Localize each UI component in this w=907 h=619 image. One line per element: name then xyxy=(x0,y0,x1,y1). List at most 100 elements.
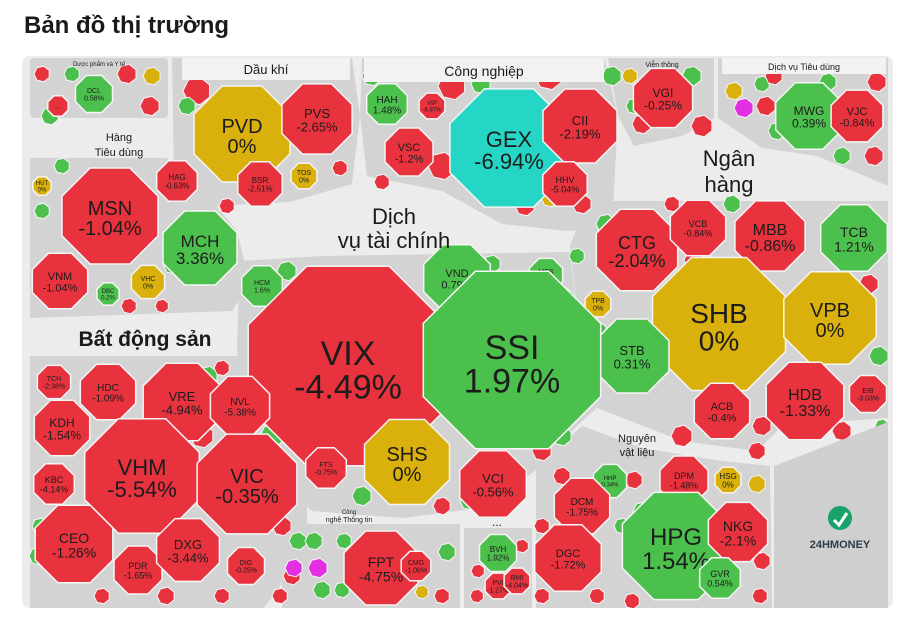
minor-stock-cell[interactable] xyxy=(601,65,622,87)
stock-tile[interactable] xyxy=(458,449,528,519)
minor-stock-cell[interactable] xyxy=(624,470,643,490)
minor-stock-cell[interactable] xyxy=(271,587,288,605)
stock-cell-mbb[interactable]: MBB-0.86% xyxy=(734,200,806,272)
minor-stock-cell[interactable] xyxy=(552,466,571,486)
stock-cell-cmg[interactable]: CMG-1.06% xyxy=(400,550,432,582)
stock-tile[interactable] xyxy=(693,382,751,440)
minor-stock-cell[interactable] xyxy=(414,584,429,600)
stock-tile[interactable] xyxy=(848,374,888,414)
stock-tile[interactable] xyxy=(418,92,446,120)
minor-stock-cell[interactable] xyxy=(63,65,80,83)
stock-tile[interactable] xyxy=(584,290,612,318)
minor-stock-cell[interactable] xyxy=(470,563,485,579)
minor-stock-cell[interactable] xyxy=(469,588,484,604)
stock-tile[interactable] xyxy=(707,501,769,563)
stock-tile[interactable] xyxy=(290,162,318,190)
minor-stock-cell[interactable] xyxy=(690,114,713,138)
minor-stock-cell[interactable] xyxy=(142,66,161,86)
minor-stock-cell[interactable] xyxy=(670,424,693,448)
stock-cell-vix[interactable]: VIX-4.49% xyxy=(247,265,449,467)
stock-tile[interactable] xyxy=(32,462,76,506)
stock-cell-vnm[interactable]: VNM-1.04% xyxy=(31,252,89,310)
stock-cell-eib[interactable]: EIB-3.03% xyxy=(848,374,888,414)
minor-stock-cell[interactable] xyxy=(213,587,230,605)
stock-tile[interactable] xyxy=(365,82,409,126)
stock-cell-tch[interactable]: TCH-2.38% xyxy=(36,364,72,400)
stock-tile[interactable] xyxy=(363,418,451,506)
stock-tile[interactable] xyxy=(130,264,166,300)
minor-stock-cell[interactable] xyxy=(755,95,776,117)
stock-tile[interactable] xyxy=(734,200,806,272)
minor-stock-cell[interactable] xyxy=(276,260,297,282)
stock-cell-ctg[interactable]: CTG-2.04% xyxy=(595,208,679,292)
minor-stock-cell[interactable] xyxy=(177,96,196,116)
stock-tile[interactable] xyxy=(774,81,844,151)
stock-cell-dig[interactable]: DIG-0.25% xyxy=(226,546,266,586)
stock-tile[interactable] xyxy=(830,89,884,143)
minor-stock-cell[interactable] xyxy=(433,587,450,605)
stock-tile[interactable] xyxy=(714,466,742,494)
minor-stock-cell[interactable] xyxy=(307,557,328,579)
stock-cell-pdr[interactable]: PDR-1.65% xyxy=(113,545,163,595)
minor-stock-cell[interactable] xyxy=(312,580,331,600)
stock-cell-dxg[interactable]: DXG-3.44% xyxy=(155,517,221,583)
stock-tile[interactable] xyxy=(698,556,742,600)
minor-stock-cell[interactable] xyxy=(514,538,529,554)
stock-cell-vhm[interactable]: VHM-5.54% xyxy=(83,417,201,535)
minor-stock-cell[interactable] xyxy=(533,587,550,605)
stock-cell-nvl[interactable]: NVL-5.38% xyxy=(209,375,271,437)
minor-stock-cell[interactable] xyxy=(120,297,137,315)
stock-tile[interactable] xyxy=(83,417,201,535)
stock-tile[interactable] xyxy=(669,199,727,257)
stock-cell-vip[interactable]: VIP-6.87% xyxy=(418,92,446,120)
stock-tile[interactable] xyxy=(304,446,348,490)
minor-stock-cell[interactable] xyxy=(437,542,456,562)
stock-tile[interactable] xyxy=(247,265,449,467)
stock-cell-hag[interactable]: HAG-0.63% xyxy=(155,159,199,203)
stock-tile[interactable] xyxy=(422,270,602,450)
stock-tile[interactable] xyxy=(34,504,114,584)
stock-cell-vjc[interactable]: VJC-0.84% xyxy=(830,89,884,143)
stock-tile[interactable] xyxy=(240,264,284,308)
stock-tile[interactable] xyxy=(542,161,588,207)
stock-tile[interactable] xyxy=(31,252,89,310)
stock-tile[interactable] xyxy=(96,282,120,306)
stock-tile[interactable] xyxy=(74,74,114,114)
stock-tile[interactable] xyxy=(61,167,159,265)
stock-cell-gex[interactable]: GEX-6.94% xyxy=(449,88,569,208)
stock-tile[interactable] xyxy=(503,567,531,595)
minor-stock-cell[interactable] xyxy=(139,95,160,117)
stock-cell-dcm[interactable]: DCM-1.75% xyxy=(553,477,611,535)
minor-stock-cell[interactable] xyxy=(568,247,585,265)
minor-stock-cell[interactable] xyxy=(866,71,887,93)
minor-stock-cell[interactable] xyxy=(588,587,605,605)
stock-cell-cii[interactable]: CII-2.19% xyxy=(542,88,618,164)
minor-stock-cell[interactable] xyxy=(33,65,50,83)
stock-tile[interactable] xyxy=(783,271,877,365)
stock-tile[interactable] xyxy=(384,127,434,177)
stock-cell-vgi[interactable]: VGI-0.25% xyxy=(632,67,694,129)
minor-stock-cell[interactable] xyxy=(53,157,70,175)
minor-stock-cell[interactable] xyxy=(218,197,235,215)
stock-cell-bmi[interactable]: BMI-4.04% xyxy=(503,567,531,595)
stock-cell-dgc[interactable]: DGC-1.72% xyxy=(533,523,603,593)
stock-tile[interactable] xyxy=(281,83,353,155)
minor-stock-cell[interactable] xyxy=(663,195,680,213)
minor-stock-cell[interactable] xyxy=(623,592,640,608)
minor-stock-cell[interactable] xyxy=(533,517,550,535)
minor-stock-cell[interactable] xyxy=(304,531,323,551)
minor-stock-cell[interactable] xyxy=(213,359,230,377)
